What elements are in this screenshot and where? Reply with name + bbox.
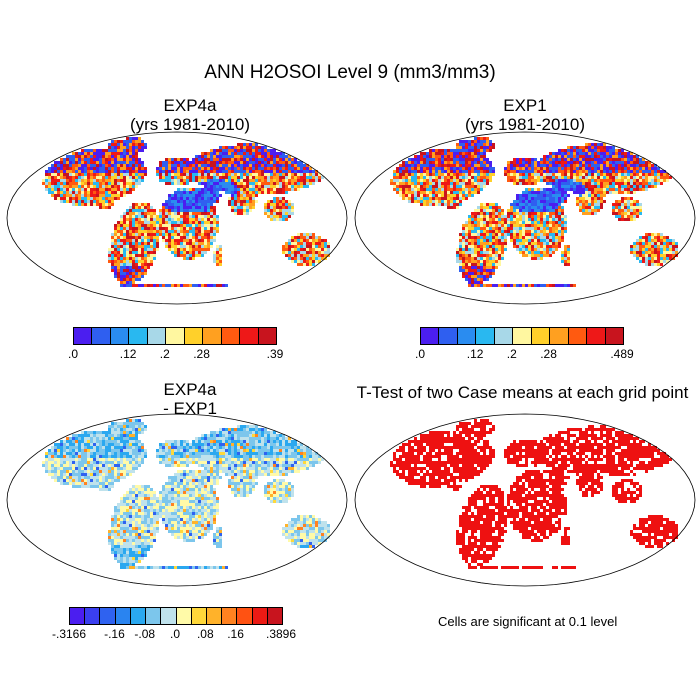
panel-title-exp1: EXP1 (yrs 1981-2010) <box>375 96 675 134</box>
colorbar-swatch <box>568 328 588 344</box>
colorbar-swatch <box>240 328 259 344</box>
map-projection-outline <box>6 413 348 587</box>
colorbar-swatch <box>184 328 204 344</box>
colorbar-swatch <box>267 608 283 624</box>
colorbar-swatch <box>100 608 116 624</box>
panel-title-line2: (yrs 1981-2010) <box>464 115 585 134</box>
colorbar-swatch <box>203 328 222 344</box>
colorbar-swatch <box>85 608 101 624</box>
map-field <box>390 419 678 569</box>
panel-title-difference: EXP4a - EXP1 <box>40 380 340 418</box>
colorbar-tick-label: .2 <box>506 347 517 361</box>
colorbar-tick-label: .16 <box>227 627 244 641</box>
colorbar-labels-difference: -.3166 -.16 -.08 .0 .08 .16 .3896 <box>52 627 296 643</box>
colorbar-tick-label: .28 <box>193 347 210 361</box>
panel-title-line1: T-Test of two Case means at each grid po… <box>356 383 689 402</box>
colorbar-swatch <box>237 608 253 624</box>
panel-title-line1: EXP1 <box>503 96 547 115</box>
panel-title-line1: EXP4a <box>163 380 217 399</box>
colorbar-tick-label: .489 <box>610 347 634 361</box>
figure-title: ANN H2OSOI Level 9 (mm3/mm3) <box>204 62 496 83</box>
panel-title-line1: EXP4a <box>163 96 217 115</box>
colorbar-tick-label: -.16 <box>104 627 125 641</box>
colorbar-swatch <box>129 328 148 344</box>
world-map-exp1 <box>354 131 696 305</box>
colorbar-swatch <box>421 328 440 344</box>
panel-title-line2: - EXP1 <box>163 399 217 418</box>
colorbar-swatch <box>74 328 93 344</box>
colorbar-swatch <box>166 328 185 344</box>
map-field <box>42 419 330 569</box>
colorbar-swatch <box>92 328 111 344</box>
colorbar-swatch <box>252 608 268 624</box>
colorbar-exp1 <box>420 327 624 345</box>
panel-title-ttest: T-Test of two Case means at each grid po… <box>345 383 700 402</box>
colorbar-tick-label: .3896 <box>265 627 297 641</box>
map-field <box>390 137 678 287</box>
map-field <box>42 137 330 287</box>
colorbar-tick-label: .0 <box>67 347 79 361</box>
colorbar-swatch <box>176 608 192 624</box>
panel-title-exp4a: EXP4a (yrs 1981-2010) <box>40 96 340 134</box>
colorbar-swatch <box>130 608 147 624</box>
colorbar-swatch <box>457 328 477 344</box>
colorbar-tick-label: -.3166 <box>51 627 87 641</box>
world-map-exp4a <box>6 131 348 305</box>
colorbar-tick-label: .12 <box>466 347 484 361</box>
colorbar-swatch <box>110 328 130 344</box>
colorbar-swatch <box>146 608 162 624</box>
colorbar-swatch <box>70 608 86 624</box>
colorbar-swatch <box>587 328 606 344</box>
colorbar-swatch <box>258 328 276 344</box>
colorbar-swatch <box>221 328 241 344</box>
colorbar-swatch <box>550 328 569 344</box>
map-projection-outline <box>6 131 348 305</box>
panel-title-line2: (yrs 1981-2010) <box>129 115 250 134</box>
colorbar-swatch <box>161 608 177 624</box>
colorbar-tick-label: -.08 <box>134 627 156 641</box>
colorbar-tick-label: .39 <box>266 347 284 361</box>
colorbar-tick-label: .0 <box>169 627 181 641</box>
colorbar-swatch <box>494 328 514 344</box>
colorbar-swatch <box>222 608 238 624</box>
colorbar-swatch <box>206 608 223 624</box>
map-projection-outline <box>354 413 696 587</box>
colorbar-tick-label: .2 <box>159 347 170 361</box>
colorbar-labels-exp1: .0 .12 .2 .28 .489 <box>415 347 634 363</box>
colorbar-swatch <box>439 328 458 344</box>
colorbar-swatch <box>531 328 551 344</box>
colorbar-swatch <box>513 328 532 344</box>
colorbar-labels-exp4a: .0 .12 .2 .28 .39 <box>68 347 283 363</box>
colorbar-exp4a <box>73 327 277 345</box>
colorbar-swatch <box>191 608 207 624</box>
world-map-difference <box>6 413 348 587</box>
world-map-ttest <box>354 413 696 587</box>
colorbar-swatch <box>115 608 131 624</box>
colorbar-swatch <box>476 328 495 344</box>
colorbar-tick-label: .28 <box>540 347 557 361</box>
colorbar-tick-label: .0 <box>414 347 426 361</box>
colorbar-tick-label: .12 <box>119 347 137 361</box>
colorbar-swatch <box>605 328 623 344</box>
significance-note: Cells are significant at 0.1 level <box>438 614 618 629</box>
colorbar-tick-label: .08 <box>196 627 214 641</box>
colorbar-difference <box>69 607 283 625</box>
colorbar-swatch <box>147 328 167 344</box>
map-projection-outline <box>354 131 696 305</box>
